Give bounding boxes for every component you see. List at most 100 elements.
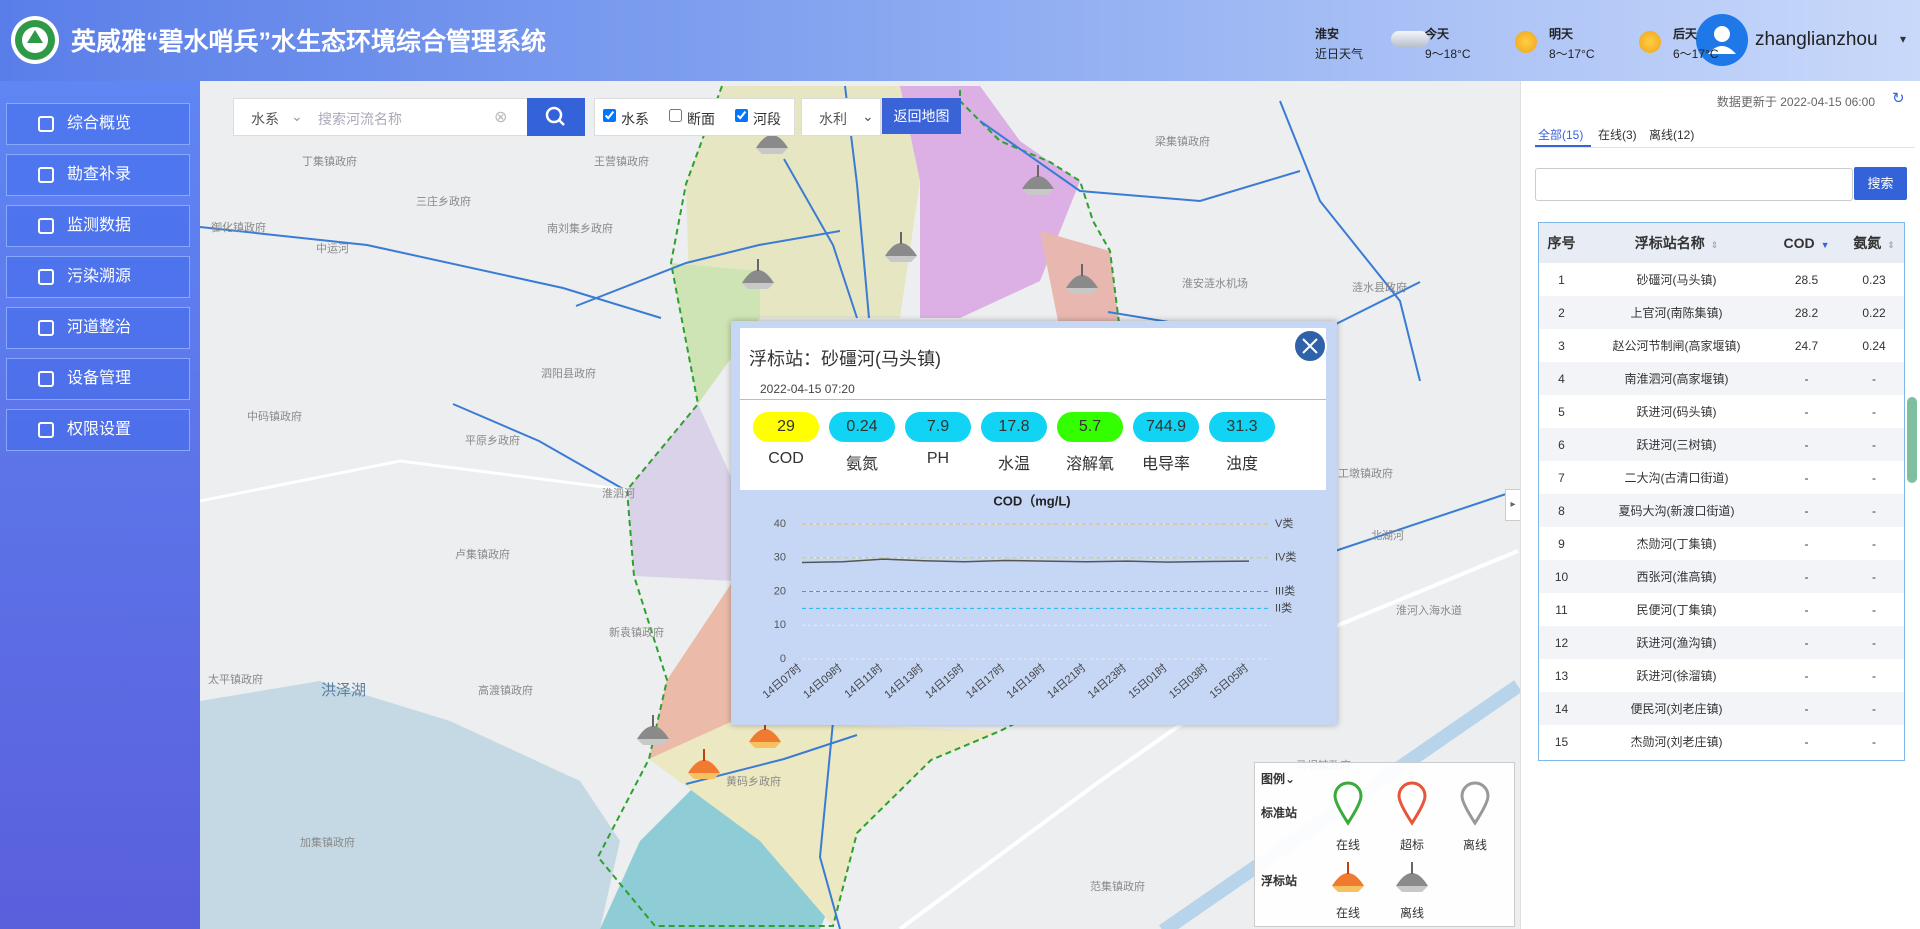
table-cell: 砂礓河(马头镇)	[1636, 273, 1717, 287]
search-box[interactable]: 水系 ⌄ 搜索河流名称 ⊗	[233, 98, 528, 136]
layer-checkbox[interactable]	[603, 109, 616, 122]
legend-title[interactable]: 图例⌄	[1261, 772, 1296, 786]
icon-exceed	[1397, 781, 1427, 826]
collapse-tab[interactable]: ▸	[1505, 489, 1521, 521]
table-row[interactable]: 5 跃进河(码头镇) - -	[1539, 395, 1904, 428]
avatar[interactable]	[1696, 14, 1748, 66]
username[interactable]: zhanglianzhou	[1755, 29, 1878, 50]
back-button[interactable]: 返回地图	[882, 98, 961, 134]
layer-label[interactable]: 河段	[753, 111, 781, 127]
river	[783, 158, 858, 319]
table-row[interactable]: 4 南淮泗河(高家堰镇) - -	[1539, 362, 1904, 395]
legend-item[interactable]: 离线	[1400, 906, 1425, 920]
search-button[interactable]: 搜索	[1854, 167, 1907, 200]
decoration-span: ⌄	[862, 108, 874, 124]
close-button[interactable]	[1292, 328, 1328, 364]
table-row[interactable]: 6 跃进河(三树镇) - -	[1539, 428, 1904, 461]
table-cell: 跃进河(徐溜镇)	[1636, 669, 1717, 683]
map-label: 北湖河	[1371, 530, 1404, 542]
x-tick-label: 14日17时	[963, 661, 1007, 701]
tab[interactable]: 离线(12)	[1649, 128, 1695, 142]
indicator-value: 744.9	[1133, 412, 1199, 442]
table-row[interactable]: 8 夏码大沟(新渡口街道) - -	[1539, 494, 1904, 527]
decoration-circle	[1714, 26, 1730, 42]
update-time: 数据更新于 2022-04-15 06:00	[1716, 95, 1875, 109]
category-select[interactable]: 水利 ⌄	[801, 98, 881, 136]
x-tick-label: 15日03时	[1166, 661, 1210, 701]
layer-checkbox[interactable]	[735, 109, 748, 122]
table-cell: 14	[1539, 692, 1584, 725]
menu-item[interactable]: 河道整治	[6, 307, 190, 349]
table-row[interactable]: 15 杰勋河(刘老庄镇) - -	[1539, 725, 1904, 758]
icon-buoy-offline	[1395, 861, 1429, 893]
sort-icon[interactable]: ⇕	[1887, 240, 1895, 250]
menu-label: 综合概览	[67, 115, 132, 132]
legend-item[interactable]: 超标	[1400, 838, 1425, 852]
decoration-div	[1535, 147, 1915, 148]
menu-item[interactable]: 污染溯源	[6, 256, 190, 298]
menu-item[interactable]: 监测数据	[6, 205, 190, 247]
tab[interactable]: 全部(15)	[1538, 128, 1584, 142]
layer-label[interactable]: 断面	[687, 111, 715, 127]
layer-checkbox[interactable]	[669, 109, 682, 122]
table-row[interactable]: 7 二大沟(古清口街道) - -	[1539, 461, 1904, 494]
table-cell: -	[1872, 404, 1876, 419]
y-tick-label: 0	[780, 653, 786, 665]
refresh-icon[interactable]: ↻	[1892, 90, 1905, 107]
column-header[interactable]: 浮标站名称 ⇕	[1584, 223, 1769, 263]
table-row[interactable]: 2 上官河(南陈集镇) 28.2 0.22	[1539, 296, 1904, 329]
map-label: 太平镇政府	[208, 674, 263, 686]
table-row[interactable]: 3 赵公河节制闸(高家堰镇) 24.7 0.24	[1539, 329, 1904, 362]
x-tick-label: 14日07时	[760, 661, 804, 701]
table-cell: 2	[1539, 296, 1584, 329]
reference-label: V类	[1275, 516, 1293, 530]
map-label: 淮泗河	[602, 488, 635, 500]
legend-item[interactable]: 离线	[1463, 838, 1488, 852]
decoration-circle	[545, 106, 563, 124]
table-cell: 24.7	[1794, 338, 1819, 353]
clear-icon[interactable]: ⊗	[494, 109, 508, 126]
table-cell: -	[1844, 362, 1904, 395]
legend-group: 标准站	[1261, 806, 1298, 820]
logo	[11, 16, 59, 64]
legend-item[interactable]: 在线	[1336, 838, 1361, 852]
table-row[interactable]: 13 跃进河(徐溜镇) - -	[1539, 659, 1904, 692]
table-row[interactable]: 10 西张河(淮高镇) - -	[1539, 560, 1904, 593]
sort-icon[interactable]: ▼	[1820, 240, 1830, 250]
table-row[interactable]: 14 便民河(刘老庄镇) - -	[1539, 692, 1904, 725]
decoration-thead: 序号 浮标站名称 ⇕ COD ▼ 氨氮 ⇕	[1539, 223, 1904, 263]
table-cell: 赵公河节制闸(高家堰镇)	[1612, 339, 1741, 353]
menu-item[interactable]: 权限设置	[6, 409, 190, 451]
column-header[interactable]: COD ▼	[1769, 223, 1844, 263]
table-cell: 西张河(淮高镇)	[1584, 560, 1769, 593]
menu-item[interactable]: 设备管理	[6, 358, 190, 400]
scrollbar[interactable]	[1907, 397, 1917, 483]
table-cell: -	[1769, 494, 1844, 527]
table-frame: 序号 浮标站名称 ⇕ COD ▼ 氨氮 ⇕ 1 砂礓河(马头镇) 28.5 0.23 2 上官河(南陈…	[1538, 222, 1905, 761]
table-row[interactable]: 1 砂礓河(马头镇) 28.5 0.23	[1539, 263, 1904, 296]
icon-offline	[1460, 781, 1490, 826]
menu-item[interactable]: 勘查补录	[6, 154, 190, 196]
map-label: 涟水县政府	[1352, 282, 1407, 294]
legend-item[interactable]: 在线	[1336, 906, 1361, 920]
tab[interactable]: 在线(3)	[1598, 128, 1637, 142]
menu-icon	[38, 371, 54, 387]
table-cell: -	[1844, 494, 1904, 527]
table-cell: 跃进河(三树镇)	[1584, 428, 1769, 461]
menu-icon	[38, 116, 54, 132]
menu-item[interactable]: 综合概览	[6, 103, 190, 145]
legend-icons	[1331, 781, 1490, 893]
reference-label: III类	[1275, 583, 1295, 597]
reference-label: IV类	[1275, 550, 1296, 564]
table-row[interactable]: 9 杰勋河(丁集镇) - -	[1539, 527, 1904, 560]
indicator-value: 29	[753, 412, 819, 442]
layer-label[interactable]: 水系	[621, 111, 649, 127]
search-button[interactable]	[527, 98, 585, 136]
scope-select[interactable]: 水系	[251, 111, 279, 127]
sort-icon[interactable]: ⇕	[1710, 240, 1719, 250]
user-caret[interactable]: ▾	[1900, 32, 1907, 46]
table-row[interactable]: 11 民便河(丁集镇) - -	[1539, 593, 1904, 626]
table-row[interactable]: 12 跃进河(渔沟镇) - -	[1539, 626, 1904, 659]
search-input[interactable]	[1535, 168, 1853, 201]
column-header[interactable]: 氨氮 ⇕	[1844, 223, 1904, 263]
